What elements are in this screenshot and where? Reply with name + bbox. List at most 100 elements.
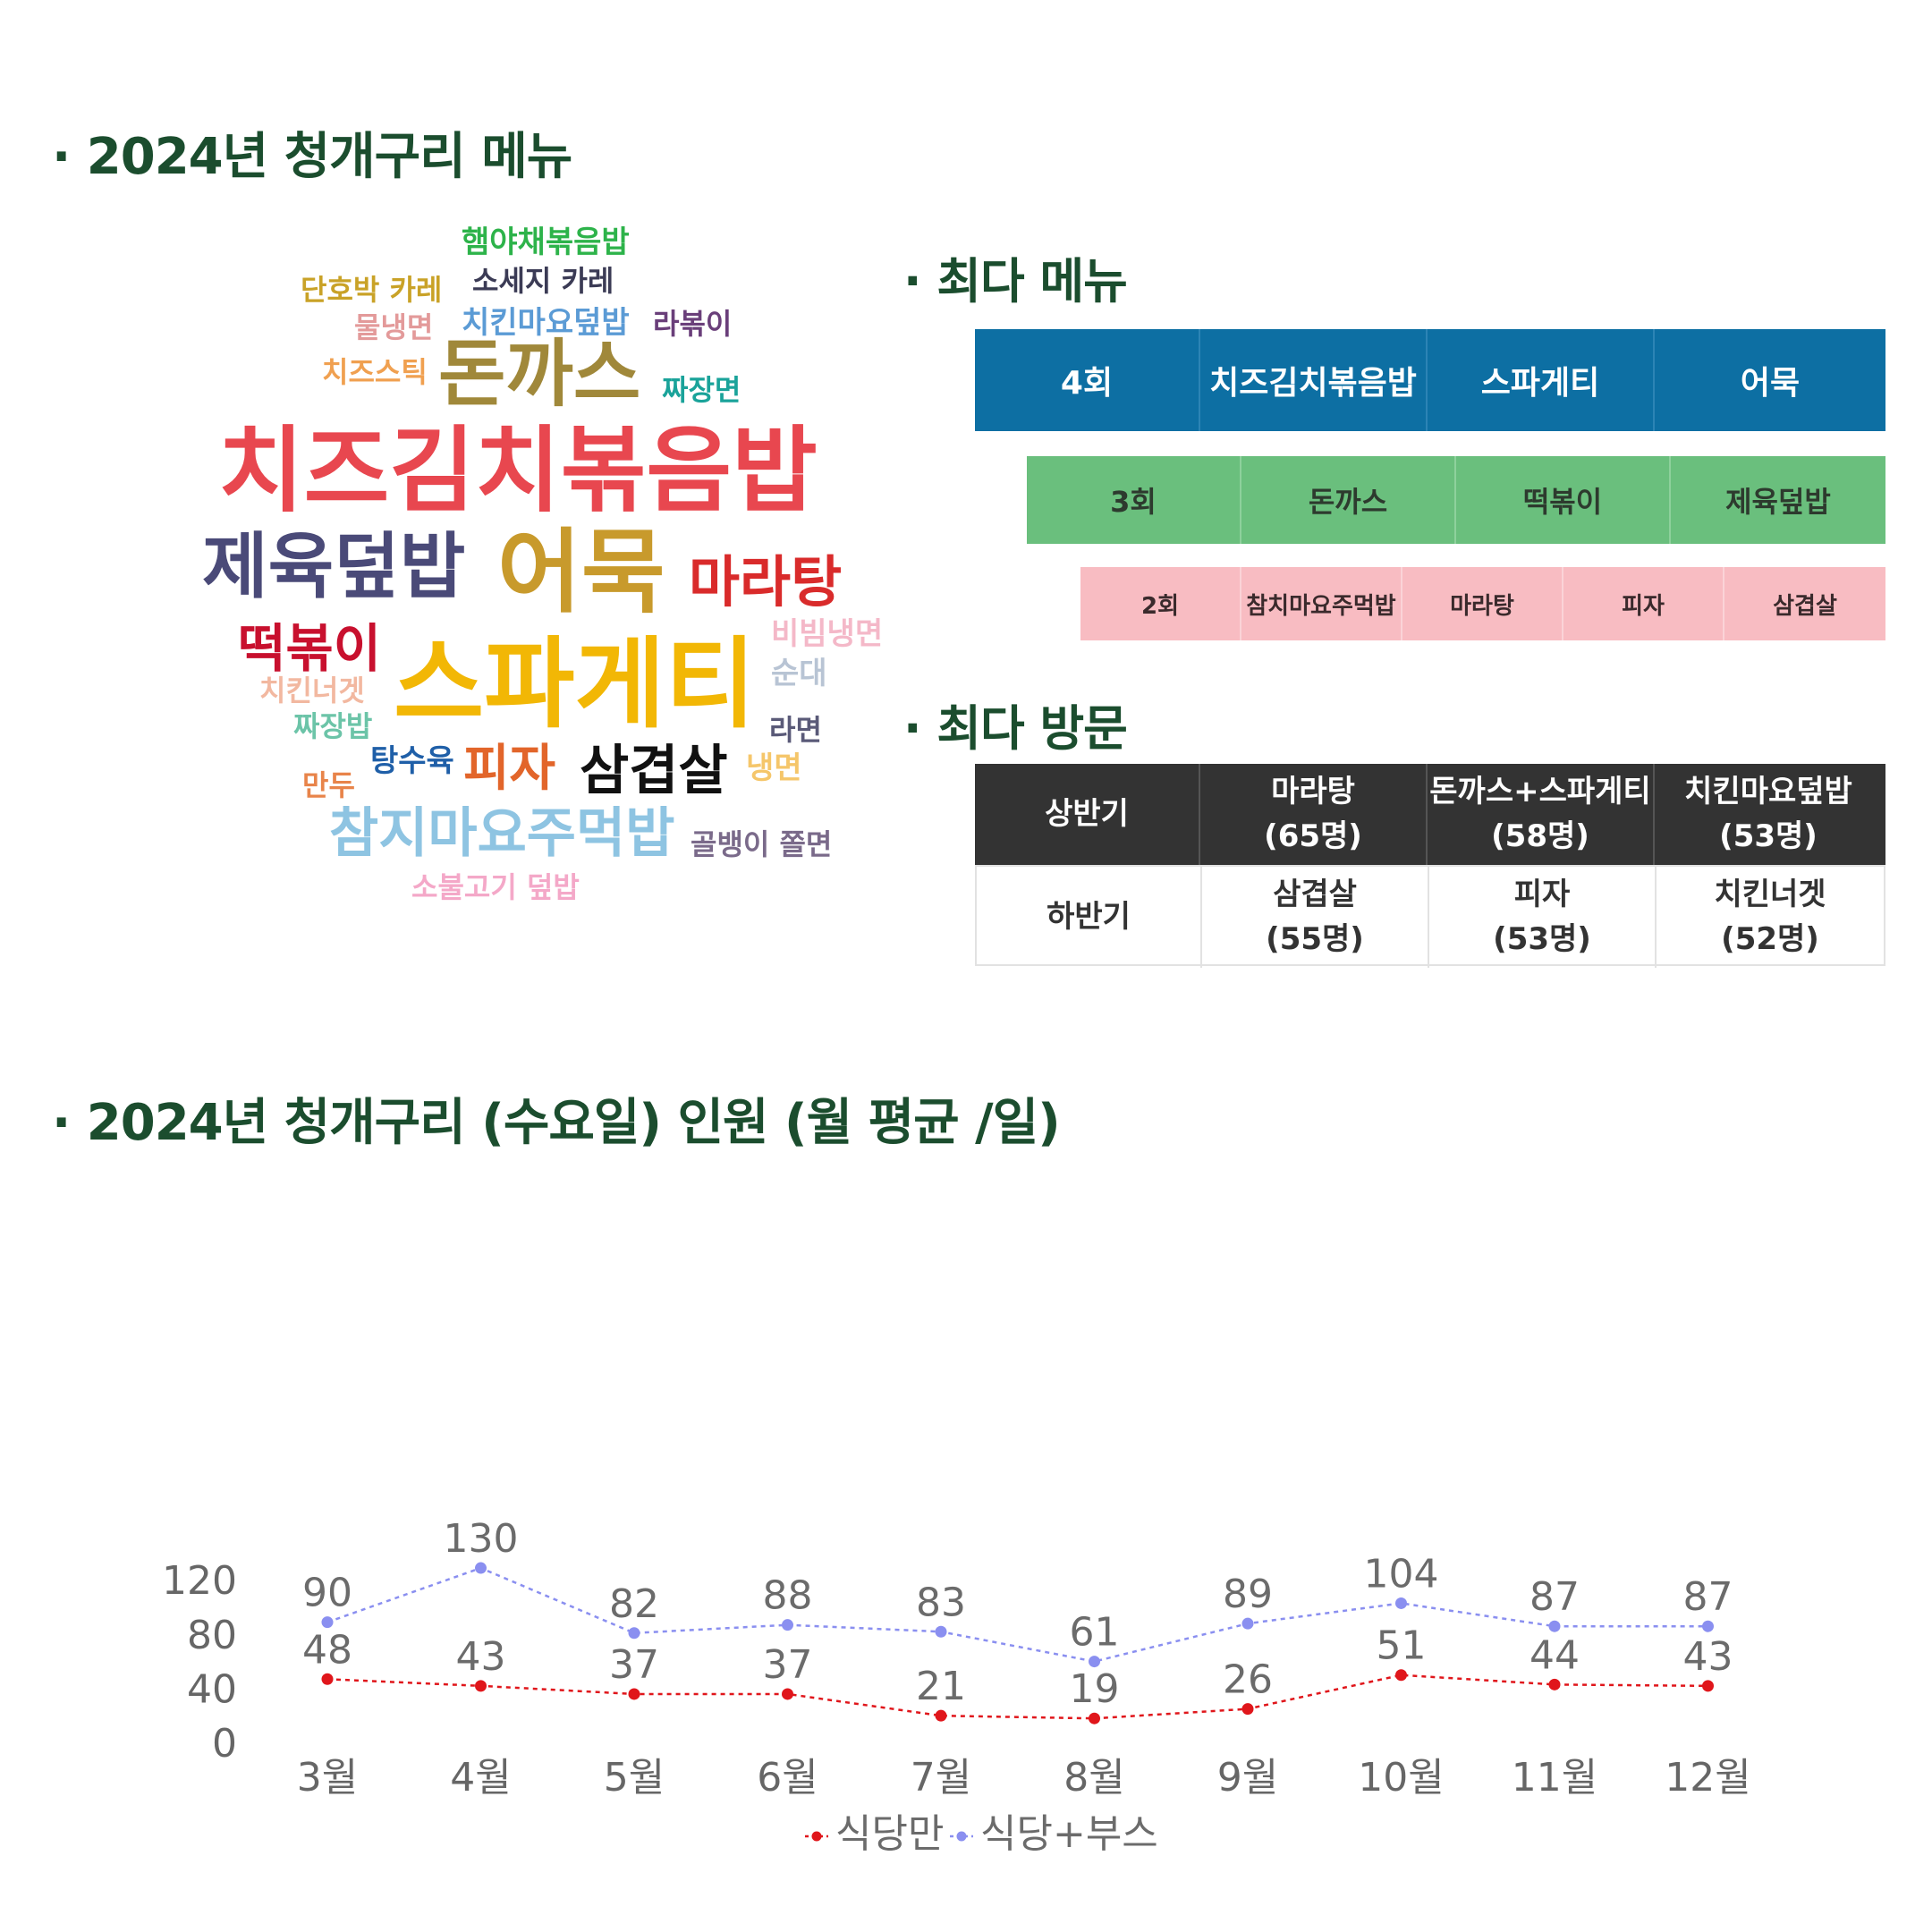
top-visit-name: 피자 — [1513, 877, 1571, 913]
top-visit-cell: 마라탕 (65명) — [1200, 764, 1428, 865]
word-cloud-word: 피자 — [463, 740, 556, 798]
section-title-headcount: · 2024년 청개구리 (수요일) 인원 (월 평균 /일) — [52, 1094, 1061, 1152]
section-title-top-visit: · 최다 방문 — [903, 700, 1128, 757]
data-point — [782, 1688, 793, 1700]
legend-swatch-marker — [811, 1831, 822, 1842]
word-cloud-word: 마라탕 — [689, 549, 843, 614]
word-cloud-word: 비빔냉면 — [771, 616, 884, 652]
data-label: 37 — [609, 1642, 659, 1688]
top-menu-item: 스파게티 — [1428, 329, 1655, 431]
top-visit-period: 하반기 — [977, 867, 1202, 968]
top-menu-item: 치즈김치볶음밥 — [1200, 329, 1428, 431]
y-tick-label: 80 — [187, 1613, 237, 1658]
top-menu-item: 돈까스 — [1241, 456, 1456, 544]
top-menu-item: 마라탕 — [1402, 567, 1563, 640]
data-point — [1089, 1712, 1100, 1724]
word-cloud-word: 떡볶이 — [238, 618, 382, 679]
top-menu-count: 4회 — [975, 329, 1200, 431]
x-tick-label: 9월 — [1217, 1755, 1278, 1801]
word-cloud-word: 어묵 — [497, 520, 665, 626]
data-point — [321, 1673, 334, 1685]
data-label: 44 — [1530, 1632, 1580, 1678]
data-point — [1548, 1678, 1561, 1690]
word-cloud-word: 소세지 카레 — [472, 264, 614, 298]
series-line — [326, 1674, 1708, 1720]
top-menu-count: 2회 — [1080, 567, 1241, 640]
data-label: 19 — [1070, 1666, 1120, 1712]
word-cloud-word: 단호박 카레 — [301, 273, 443, 307]
word-cloud-word: 라볶이 — [653, 307, 733, 341]
series-line — [326, 1566, 1708, 1663]
data-point — [935, 1709, 947, 1722]
data-label: 61 — [1070, 1610, 1120, 1656]
word-cloud-word: 냉면 — [746, 750, 802, 786]
top-menu-count: 3회 — [1027, 456, 1241, 544]
word-cloud-word: 치즈스틱 — [322, 355, 428, 389]
top-menu-item: 떡볶이 — [1456, 456, 1671, 544]
data-point — [1089, 1656, 1100, 1668]
top-visit-cell: 치킨너겟 (52명) — [1657, 867, 1884, 968]
x-tick-label: 6월 — [757, 1755, 818, 1801]
data-label: 104 — [1364, 1551, 1439, 1597]
word-cloud-word: 물냉면 — [354, 310, 434, 344]
word-cloud-word: 치킨너겟 — [259, 674, 365, 708]
x-tick-label: 10월 — [1358, 1755, 1444, 1801]
y-tick-label: 120 — [162, 1558, 237, 1604]
x-tick-label: 11월 — [1512, 1755, 1597, 1801]
data-point — [1702, 1620, 1714, 1632]
word-cloud-word: 골뱅이 쫄면 — [691, 827, 833, 861]
section-title-top-menu: · 최다 메뉴 — [903, 253, 1128, 309]
word-cloud-word: 라면 — [769, 713, 822, 747]
top-visit-count: (65명) — [1264, 818, 1362, 854]
top-visit-count: (52명) — [1721, 920, 1819, 957]
data-point — [475, 1680, 487, 1692]
data-label: 83 — [916, 1580, 966, 1625]
data-label: 43 — [1683, 1634, 1733, 1680]
top-visit-count: (53명) — [1493, 920, 1591, 957]
word-cloud-word: 탕수육 — [370, 743, 454, 779]
data-point — [475, 1562, 487, 1574]
data-point — [1395, 1669, 1407, 1682]
x-tick-label: 7월 — [911, 1755, 971, 1801]
word-cloud-word: 짜장면 — [662, 373, 741, 407]
headcount-line-chart: 0 40 80 120 3월 4월 5월 6월 7월 8월 9월 10월 11월 12월 48 43 37 37 2… — [162, 1516, 1751, 1857]
top-menu-item: 참치마요주먹밥 — [1241, 567, 1402, 640]
data-label: 48 — [302, 1627, 352, 1673]
data-label: 37 — [763, 1642, 813, 1688]
top-visit-cell: 삼겹살 (55명) — [1202, 867, 1429, 968]
top-visit-row-second-half: 하반기 삼겹살 (55명) 피자 (53명) 치킨너겟 (52명) — [975, 865, 1885, 968]
top-visit-table: 상반기 마라탕 (65명) 돈까스+스파게티 (58명) 치킨마요덮밥 (53명) 하… — [975, 764, 1885, 968]
top-visit-count: (58명) — [1491, 818, 1589, 854]
word-cloud-word: 치즈김치볶음밥 — [218, 416, 818, 525]
word-cloud-word: 돈까스 — [438, 332, 641, 417]
top-menu-item: 어묵 — [1740, 365, 1801, 402]
data-label: 89 — [1223, 1572, 1273, 1617]
data-point — [782, 1619, 793, 1631]
word-cloud-word: 삼겹살 — [580, 740, 728, 802]
data-point — [1241, 1703, 1254, 1716]
word-cloud-word: 햄야채볶음밥 — [462, 225, 630, 260]
menu-word-cloud: 햄야채볶음밥 단호박 카레 소세지 카레 물냉면 치킨마요덮밥 라볶이 치즈스틱… — [197, 215, 903, 912]
data-label: 87 — [1683, 1574, 1733, 1620]
data-point — [1548, 1620, 1561, 1632]
data-label: 43 — [456, 1634, 506, 1680]
x-tick-label: 8월 — [1063, 1755, 1124, 1801]
data-point — [1702, 1680, 1714, 1692]
data-label: 21 — [916, 1664, 966, 1709]
y-tick-label: 40 — [187, 1666, 237, 1712]
data-label: 88 — [763, 1573, 813, 1619]
top-visit-count: (55명) — [1266, 920, 1364, 957]
word-cloud-word: 소불고기 덮밥 — [411, 870, 580, 904]
data-label: 130 — [444, 1516, 519, 1562]
word-cloud-word: 만두 — [302, 768, 355, 802]
word-cloud-word: 치킨마요덮밥 — [462, 305, 630, 341]
top-menu-item: 피자 — [1563, 567, 1724, 640]
word-cloud-word: 참지마요주먹밥 — [329, 802, 675, 865]
legend-label: 식당+부스 — [980, 1811, 1158, 1857]
word-cloud-word: 스파게티 — [394, 627, 756, 741]
x-tick-label: 12월 — [1665, 1755, 1750, 1801]
data-label: 51 — [1377, 1623, 1427, 1669]
data-label: 26 — [1223, 1657, 1273, 1703]
word-cloud-word: 짜장밥 — [293, 709, 373, 743]
x-tick-label: 3월 — [297, 1755, 358, 1801]
